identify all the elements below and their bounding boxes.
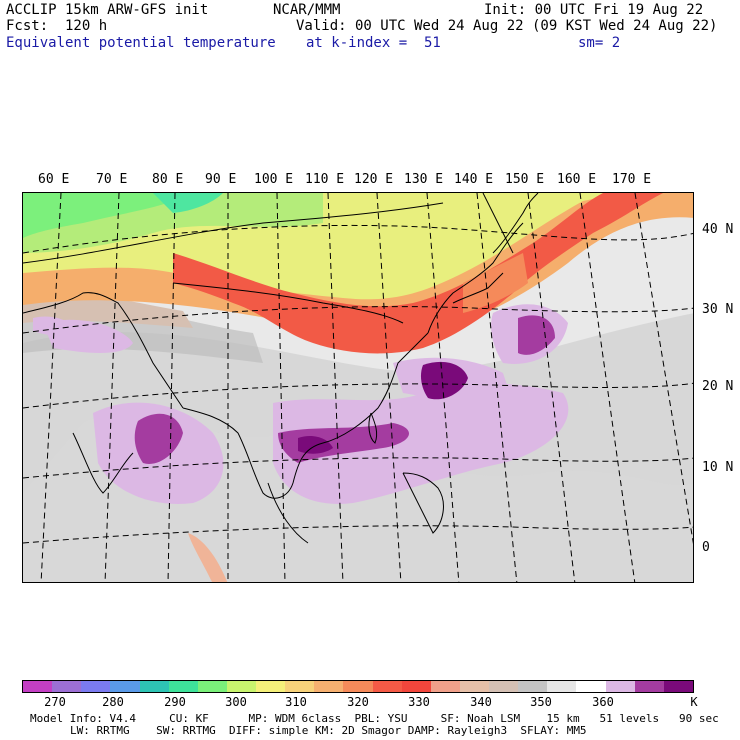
purple-region	[518, 315, 555, 355]
teal-region	[153, 193, 223, 213]
organization-label: NCAR/MMM	[273, 2, 341, 18]
orange-region	[463, 253, 528, 313]
colorbar-swatch	[518, 681, 548, 692]
colorbar-tick: 320	[347, 695, 369, 709]
lon-label: 110 E	[305, 172, 345, 187]
colorbar-tick: 350	[530, 695, 552, 709]
forecast-hour: Fcst: 120 h	[6, 18, 108, 34]
lat-label: 40 N	[702, 222, 734, 237]
lon-label: 120 E	[354, 172, 394, 187]
colorbar-tick: 360	[592, 695, 614, 709]
colorbar-swatch	[547, 681, 577, 692]
coastlines	[23, 193, 539, 544]
level-index: at k-index = 51	[306, 35, 441, 51]
lon-label: 80 E	[152, 172, 184, 187]
colorbar-swatch	[197, 681, 227, 692]
peach-region	[188, 533, 228, 582]
colorbar-swatch	[81, 681, 111, 692]
colorbar	[22, 680, 694, 693]
colorbar-swatch	[52, 681, 82, 692]
colorbar-tick: 280	[102, 695, 124, 709]
colorbar-swatch	[576, 681, 606, 692]
lon-label: 150 E	[505, 172, 545, 187]
colorbar-swatch	[663, 681, 693, 692]
colorbar-swatch	[372, 681, 402, 692]
colorbar-swatch	[489, 681, 519, 692]
smoothing-label: sm= 2	[578, 35, 621, 51]
init-time: Init: 00 UTC Fri 19 Aug 22	[484, 2, 704, 18]
colorbar-swatch	[459, 681, 489, 692]
lat-label: 0	[702, 540, 710, 555]
light-purple-region	[33, 316, 78, 336]
colorbar-swatch	[430, 681, 460, 692]
lon-label: 90 E	[205, 172, 237, 187]
lat-label: 30 N	[702, 302, 734, 317]
lon-label: 140 E	[454, 172, 494, 187]
lon-label: 70 E	[96, 172, 128, 187]
colorbar-tick: 340	[470, 695, 492, 709]
lon-label: 130 E	[404, 172, 444, 187]
dark-purple-region	[420, 361, 468, 400]
model-info-line1: Model Info: V4.4 CU: KF MP: WDM 6class P…	[30, 712, 719, 725]
lat-label: 20 N	[702, 379, 734, 394]
colorbar-swatch	[343, 681, 373, 692]
lon-label: 100 E	[254, 172, 294, 187]
colorbar-unit: K	[690, 695, 698, 709]
colorbar-tick: 290	[164, 695, 186, 709]
colorbar-tick: 270	[44, 695, 66, 709]
model-info-line2: LW: RRTMG SW: RRTMG DIFF: simple KM: 2D …	[70, 724, 587, 737]
orange-region	[23, 193, 693, 338]
light-purple-region	[273, 383, 569, 504]
colorbar-swatch	[634, 681, 664, 692]
colorbar-swatch	[110, 681, 140, 692]
colorbar-swatch	[226, 681, 256, 692]
field-name: Equivalent potential temperature	[6, 35, 276, 51]
colorbar-swatch	[605, 681, 635, 692]
map-panel	[22, 192, 694, 583]
colorbar-swatch	[168, 681, 198, 692]
green-region	[23, 193, 193, 238]
lon-label: 60 E	[38, 172, 70, 187]
lon-label: 170 E	[612, 172, 652, 187]
colorbar-swatch	[285, 681, 315, 692]
colorbar-swatch	[23, 681, 53, 692]
colorbar-tick: 330	[408, 695, 430, 709]
dark-purple-region	[298, 436, 333, 454]
lon-label: 160 E	[557, 172, 597, 187]
valid-time: Valid: 00 UTC Wed 24 Aug 22 (09 KST Wed …	[296, 18, 718, 34]
colorbar-swatch	[314, 681, 344, 692]
lat-label: 10 N	[702, 460, 734, 475]
colorbar-tick: 300	[225, 695, 247, 709]
model-title: ACCLIP 15km ARW-GFS init	[6, 2, 209, 18]
colorbar-swatch	[139, 681, 169, 692]
colorbar-swatch	[256, 681, 286, 692]
equivalent-potential-temperature-map	[23, 193, 693, 582]
graticule	[23, 193, 693, 582]
colorbar-tick: 310	[285, 695, 307, 709]
red-region	[173, 193, 663, 354]
colorbar-swatch	[401, 681, 431, 692]
